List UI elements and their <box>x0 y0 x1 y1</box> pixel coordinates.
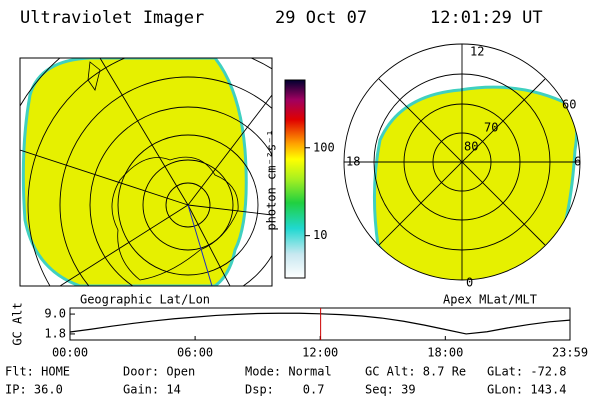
y-tick-label: 1.8 <box>44 326 66 340</box>
date: 29 Oct 07 <box>275 8 367 28</box>
y-tick-label: 9.0 <box>44 307 66 321</box>
alt-line <box>69 312 571 335</box>
mlt-label: 6 <box>574 155 581 169</box>
mlt-label: 18 <box>346 155 360 169</box>
alt-frame <box>69 307 571 341</box>
mlt-label: 0 <box>466 276 473 290</box>
x-tick-label: 18:00 <box>427 346 463 360</box>
x-tick-label: 23:59 <box>552 346 588 360</box>
status-field: IP: 36.0 <box>5 383 63 397</box>
x-tick-label: 06:00 <box>177 346 213 360</box>
y-axis-label: GC Alt <box>11 302 25 345</box>
status-field: Mode: Normal <box>245 365 332 379</box>
geo-image <box>20 58 272 286</box>
title: Ultraviolet Imager <box>20 8 204 28</box>
status-field: GLat: -72.8 <box>487 365 566 379</box>
colorbar-tick-label: 100 <box>313 140 335 154</box>
colorbar-tick-label: 10 <box>313 228 327 242</box>
status-field: Door: Open <box>123 365 195 379</box>
status-field: GC Alt: 8.7 Re <box>365 365 466 379</box>
lat-label: 70 <box>484 121 498 135</box>
colorbar <box>284 79 306 279</box>
colorbar-label: photon cm⁻²s⁻¹ <box>265 129 279 230</box>
geo-frame <box>19 57 273 287</box>
lat-label: 80 <box>464 140 478 154</box>
mlt-label: 12 <box>470 45 484 59</box>
polar-grid <box>343 43 581 281</box>
lat-label: 60 <box>562 98 576 112</box>
status-field: Dsp: 0.7 <box>245 383 324 397</box>
x-tick-label: 12:00 <box>302 346 338 360</box>
x-tick-label: 00:00 <box>52 346 88 360</box>
status-field: Seq: 39 <box>365 383 416 397</box>
status-field: Gain: 14 <box>123 383 181 397</box>
polar-label: Apex MLat/MLT <box>443 293 537 307</box>
status-field: Flt: HOME <box>5 365 70 379</box>
time: 12:01:29 UT <box>430 8 543 28</box>
geo-label: Geographic Lat/Lon <box>80 293 210 307</box>
status-field: GLon: 143.4 <box>487 383 566 397</box>
